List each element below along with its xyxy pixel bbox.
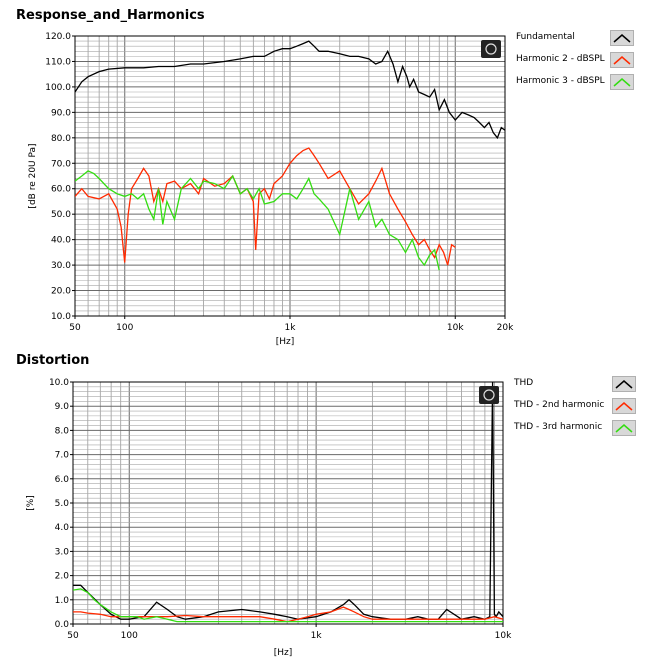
series-line-3 bbox=[73, 588, 503, 623]
y-tick-label: 7.0 bbox=[55, 451, 70, 461]
x-tick-label: 20k bbox=[497, 323, 514, 333]
y-tick-label: 70.0 bbox=[51, 159, 71, 169]
legend-item[interactable]: THD bbox=[514, 376, 639, 398]
legend-swatch[interactable] bbox=[610, 74, 634, 90]
distortion-chart: 0.0 1.0 2.0 3.0 4.0 5.0 6.0 7.0 8.0 9.0 10.0 50 100 1… bbox=[26, 378, 512, 658]
x-tick-label: 10k bbox=[447, 323, 464, 333]
y-tick-label: 20.0 bbox=[51, 287, 71, 297]
legend-label: THD - 2nd harmonic bbox=[514, 400, 605, 410]
legend-label: Harmonic 2 - dBSPL bbox=[516, 54, 605, 64]
series-line-2 bbox=[75, 147, 456, 266]
x-tick-label: 1k bbox=[285, 323, 297, 333]
cursor-tool-icon[interactable] bbox=[479, 386, 499, 404]
y-tick-label: 8.0 bbox=[55, 426, 70, 436]
y-tick-label: 40.0 bbox=[51, 236, 71, 246]
legend: Fundamental Harmonic 2 - dBSPL Harmonic … bbox=[516, 30, 636, 96]
x-tick-label: 1k bbox=[311, 631, 323, 641]
y-axis-label: [dB re 20U Pa] bbox=[28, 143, 38, 208]
y-tick-label: 30.0 bbox=[51, 261, 71, 271]
legend-swatch[interactable] bbox=[612, 376, 636, 392]
y-axis-label: [%] bbox=[26, 495, 36, 511]
response-chart: 10.0 20.0 30.0 40.0 50.0 60.0 70.0 80.0 90.0 100.… bbox=[28, 32, 514, 347]
x-axis-label: [Hz] bbox=[274, 648, 293, 658]
legend-label: Harmonic 3 - dBSPL bbox=[516, 76, 605, 86]
legend-item[interactable]: Fundamental bbox=[516, 30, 636, 52]
legend: THD THD - 2nd harmonic THD - 3rd harmoni… bbox=[514, 376, 639, 442]
chart-title: Response_and_Harmonics bbox=[16, 8, 205, 23]
x-tick-label: 50 bbox=[67, 631, 79, 641]
x-axis-label: [Hz] bbox=[276, 337, 295, 347]
y-tick-label: 100.0 bbox=[45, 83, 71, 93]
x-tick-label: 100 bbox=[121, 631, 138, 641]
legend-swatch[interactable] bbox=[612, 398, 636, 414]
legend-label: THD - 3rd harmonic bbox=[514, 422, 603, 432]
y-tick-label: 0.0 bbox=[55, 620, 70, 630]
legend-swatch[interactable] bbox=[610, 30, 634, 46]
legend-swatch[interactable] bbox=[612, 420, 636, 436]
legend-label: Fundamental bbox=[516, 32, 575, 42]
y-tick-label: 4.0 bbox=[55, 523, 70, 533]
legend-label: THD bbox=[514, 378, 534, 388]
y-tick-label: 2.0 bbox=[55, 572, 70, 582]
legend-item[interactable]: Harmonic 2 - dBSPL bbox=[516, 52, 636, 74]
y-tick-label: 110.0 bbox=[45, 57, 71, 67]
y-tick-label: 60.0 bbox=[51, 185, 71, 195]
y-tick-label: 10.0 bbox=[51, 312, 71, 322]
x-tick-label: 10k bbox=[495, 631, 512, 641]
response-panel: Response_and_Harmonics 10.0 20.0 30.0 40.0 5… bbox=[16, 8, 636, 347]
legend-item[interactable]: THD - 2nd harmonic bbox=[514, 398, 639, 420]
y-tick-label: 9.0 bbox=[55, 402, 70, 412]
x-tick-label: 50 bbox=[69, 323, 81, 333]
y-tick-label: 10.0 bbox=[49, 378, 69, 388]
y-tick-label: 1.0 bbox=[55, 596, 70, 606]
x-tick-label: 100 bbox=[116, 323, 133, 333]
y-tick-label: 90.0 bbox=[51, 108, 71, 118]
series-line-3 bbox=[75, 170, 440, 271]
legend-item[interactable]: THD - 3rd harmonic bbox=[514, 420, 639, 442]
y-tick-label: 50.0 bbox=[51, 210, 71, 220]
legend-item[interactable]: Harmonic 3 - dBSPL bbox=[516, 74, 636, 96]
y-tick-label: 6.0 bbox=[55, 475, 70, 485]
y-tick-label: 80.0 bbox=[51, 134, 71, 144]
cursor-tool-icon[interactable] bbox=[481, 40, 501, 58]
y-tick-label: 5.0 bbox=[55, 499, 70, 509]
legend-swatch[interactable] bbox=[610, 52, 634, 68]
y-tick-label: 3.0 bbox=[55, 547, 70, 557]
cursor-tool-icon-glyph bbox=[483, 389, 495, 401]
chart-title: Distortion bbox=[16, 353, 90, 368]
distortion-panel: Distortion 0.0 1.0 2.0 3.0 4.0 5.0 6.0 7.0 8.0 9.… bbox=[0, 350, 646, 670]
series-line-1 bbox=[75, 40, 505, 140]
y-tick-label: 120.0 bbox=[45, 32, 71, 42]
cursor-tool-icon-glyph bbox=[485, 43, 497, 55]
